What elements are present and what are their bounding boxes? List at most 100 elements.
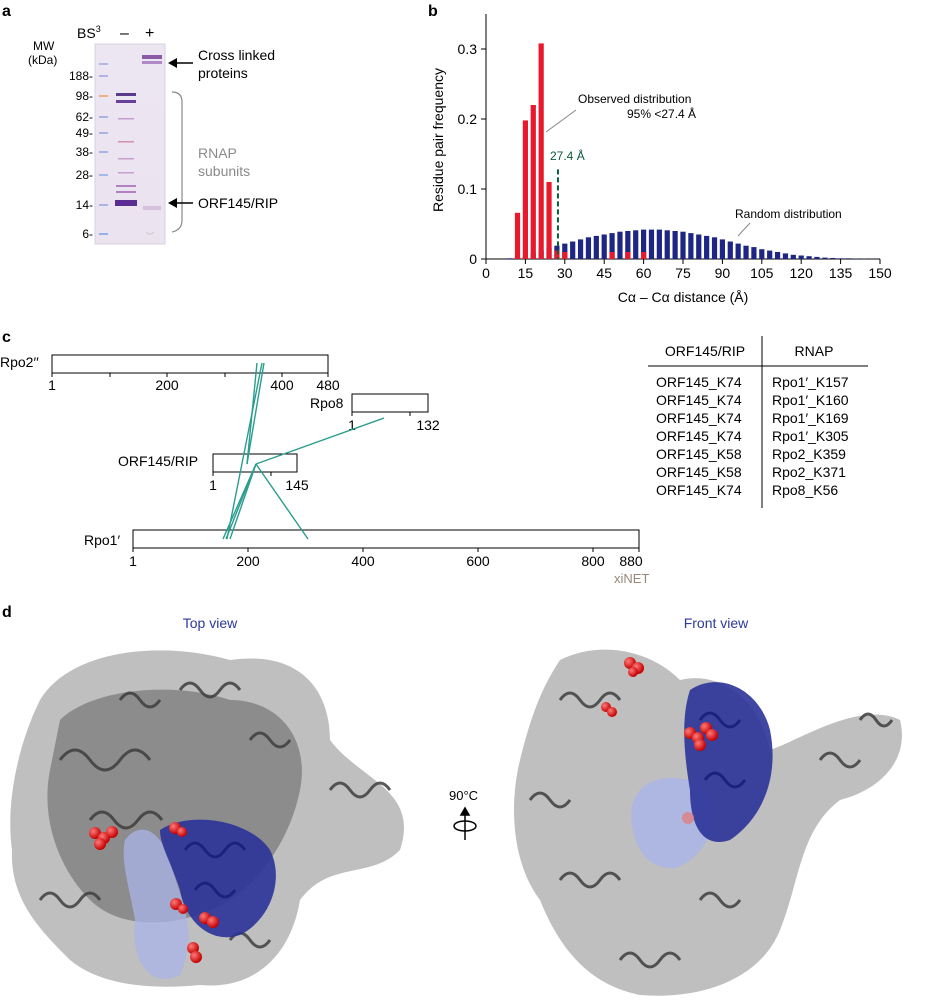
svg-text:1: 1 [209, 477, 217, 493]
table-cell: Rpo1′_K305 [772, 428, 849, 444]
x-tick-label: 30 [557, 265, 573, 281]
random-bar [830, 257, 836, 259]
y-tick-label: 0.1 [458, 181, 478, 197]
table-cell: ORF145_K74 [656, 428, 742, 444]
random-bar [806, 256, 812, 259]
y-tick-label: 0 [469, 251, 477, 267]
orf-ticks: 1 145 [209, 477, 309, 493]
random-bar [743, 245, 749, 259]
kda-label: (kDa) [28, 53, 57, 67]
rpo1-ticks: 1 200 400 600 800 880 [129, 553, 643, 569]
svg-text:1: 1 [48, 377, 56, 393]
random-bar [782, 253, 789, 259]
panel-c: c Rpo2′′ 1 200 400 480 Rpo8 1 132 ORF145… [0, 329, 868, 586]
bs3-label: BS3 [77, 24, 101, 41]
random-leader [737, 222, 751, 237]
observed-annotation-2: 95% <27.4 Å [627, 106, 696, 121]
random-bar [735, 243, 741, 259]
mw-ladder-labels: 188- 98- 62- 49- 38- 28- 14- 6- [69, 69, 93, 241]
panel-a: a MW (kDa) BS3 – + [2, 3, 278, 245]
x-tick-label: 120 [790, 265, 814, 281]
x-axis-label: Cα – Cα distance (Å) [618, 289, 749, 305]
panel-b-letter: b [428, 3, 438, 20]
crosslink-lines [222, 362, 385, 540]
observed-bar [609, 252, 615, 259]
table-cell: ORF145_K74 [656, 410, 742, 426]
random-bar [759, 249, 765, 259]
table-cell: Rpo1′_K169 [772, 410, 849, 426]
rpo1-bar [132, 529, 640, 549]
svg-text:1: 1 [348, 417, 356, 433]
y-axis-label: Residue pair frequency [430, 68, 446, 212]
table-cell: Rpo8_K56 [772, 482, 838, 498]
table-header-rnap: RNAP [795, 343, 834, 359]
rpo2-ticks: 1 200 400 480 [48, 377, 340, 393]
rpo2-bar [51, 354, 329, 374]
mw-label: MW [33, 39, 55, 53]
observed-leader [545, 109, 577, 133]
random-bar [641, 229, 647, 259]
random-bar [562, 243, 568, 259]
observed-bar [538, 43, 544, 260]
random-bar [648, 229, 655, 259]
panel-b: b Residue pair frequency Cα – Cα distanc… [428, 3, 892, 305]
observed-bar [514, 212, 521, 259]
random-bar [609, 233, 615, 259]
chart-plot-area: 0 0.1 0.2 0.3 0 15 30 45 60 75 90 105 120 135 150 [458, 14, 892, 281]
svg-text:880: 880 [619, 553, 643, 569]
random-bar [507, 258, 513, 259]
svg-text:400: 400 [351, 553, 375, 569]
random-bar [601, 234, 607, 259]
rnap-label-2: subunits [198, 163, 250, 179]
crosslink-table: ORF145/RIP RNAP ORF145_K74 Rpo1′_K157 OR… [648, 336, 868, 508]
svg-text:200: 200 [155, 377, 179, 393]
table-cell: ORF145_K74 [656, 482, 742, 498]
ladder-lane [99, 63, 108, 235]
table-header-orf: ORF145/RIP [665, 343, 745, 359]
observed-bar [554, 250, 560, 259]
minus-lane-bands [115, 93, 137, 206]
observed-annotation-1: Observed distribution [578, 92, 691, 106]
random-bar [688, 233, 694, 259]
lane-plus: + [145, 25, 154, 42]
table-cell: ORF145_K58 [656, 464, 742, 480]
random-bar [790, 254, 796, 259]
x-tick-label: 135 [829, 265, 853, 281]
rpo1-name: Rpo1′ [84, 532, 120, 548]
random-bar [664, 230, 670, 259]
random-bar [845, 258, 852, 259]
x-tick-label: 0 [482, 265, 490, 281]
svg-text:480: 480 [316, 377, 340, 393]
svg-text:1: 1 [129, 553, 137, 569]
table-cell: Rpo1′_K157 [772, 374, 849, 390]
observed-bar [530, 105, 536, 259]
svg-text:800: 800 [581, 553, 605, 569]
crosslinked-arrow [168, 58, 193, 68]
top-view-label: Top view [183, 615, 238, 631]
random-bar [570, 241, 576, 259]
rpo8-bar [351, 393, 429, 413]
x-tick-label: 105 [750, 265, 774, 281]
cutoff-label: 27.4 Å [550, 148, 585, 163]
random-bar [711, 237, 718, 259]
observed-bar [522, 120, 528, 260]
random-bar [838, 258, 844, 259]
random-bar [625, 231, 631, 259]
svg-text:62-: 62- [76, 110, 93, 124]
svg-text:145: 145 [285, 477, 309, 493]
svg-text:14-: 14- [76, 198, 93, 212]
random-bar [672, 231, 678, 259]
orf-label: ORF145/RIP [198, 195, 278, 211]
x-tick-label: 75 [675, 265, 691, 281]
gel-image [94, 43, 166, 245]
random-bar [814, 256, 820, 259]
svg-text:28-: 28- [76, 168, 93, 182]
random-bar [767, 250, 773, 259]
random-bar [798, 255, 804, 259]
panel-d-letter: d [2, 604, 12, 621]
table-cell: Rpo2_K371 [772, 464, 846, 480]
random-bar [633, 230, 639, 259]
crosslinked-label-1: Cross linked [198, 47, 275, 63]
random-bar [577, 239, 584, 259]
